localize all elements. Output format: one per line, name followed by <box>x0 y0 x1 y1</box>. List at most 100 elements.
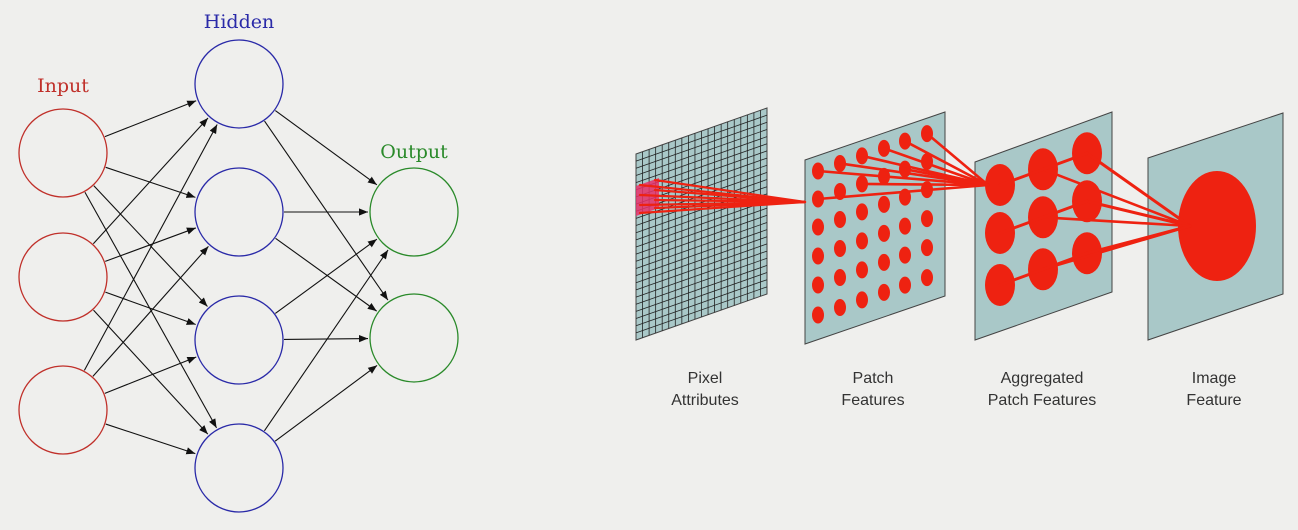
feature-connection-line <box>998 251 1089 287</box>
feature-connection-line <box>653 178 807 204</box>
patch-feature-dot <box>834 298 846 316</box>
network-edge-arrow <box>263 249 389 432</box>
stage-label-image-line2: Feature <box>1186 392 1241 409</box>
network-edge-arrow <box>93 309 209 435</box>
feature-connection-line <box>1041 224 1192 271</box>
network-nodes <box>18 39 459 513</box>
feature-connection-line <box>860 182 990 187</box>
pixel-grid-lines <box>635 110 768 338</box>
grid-line <box>635 257 768 305</box>
patch-feature-dot <box>834 268 846 286</box>
feature-connection-line <box>998 199 1089 235</box>
input-node <box>18 365 108 455</box>
output-node <box>369 167 459 257</box>
patch-feature-dot <box>899 217 911 235</box>
grid-line <box>635 136 768 183</box>
hidden-node <box>194 39 284 129</box>
network-edge-arrow <box>275 237 377 312</box>
grid-line <box>635 129 768 176</box>
grid-line <box>635 250 768 298</box>
grid-line <box>635 179 768 226</box>
patch-feature-dot <box>878 253 890 271</box>
network-edge-arrow <box>274 364 378 442</box>
patch-feature-dot <box>812 218 824 236</box>
grid-line <box>635 121 768 169</box>
feature-connection-line <box>1041 216 1192 228</box>
network-edge-arrow <box>274 238 378 314</box>
network-edge-arrow <box>105 423 196 455</box>
feature-hierarchy-diagram: Pixel Attributes Patch Features Aggregat… <box>635 107 1284 409</box>
network-edge-arrow <box>84 192 218 429</box>
hidden-node <box>194 167 284 257</box>
stage-label-aggregated-line2: Patch Features <box>988 392 1097 409</box>
highlighted-pixel-patch <box>636 178 659 216</box>
input-node <box>18 232 108 322</box>
network-edge-arrow <box>264 120 389 301</box>
feature-connection-line <box>1041 168 1192 228</box>
patch-feature-dot <box>878 195 890 213</box>
network-edge-arrow <box>274 110 378 186</box>
network-edge-arrow <box>92 246 209 377</box>
input-layer-label: Input <box>37 75 89 97</box>
feature-connection-line <box>998 151 1089 187</box>
hidden-node <box>194 295 284 385</box>
grid-line <box>635 207 768 255</box>
patch-feature-dot <box>899 276 911 294</box>
grid-line <box>635 243 768 291</box>
patch-feature-dot <box>878 224 890 242</box>
patch-feature-dot <box>921 269 933 287</box>
feature-connection-line <box>1085 199 1192 228</box>
feature-connection-line <box>925 132 990 187</box>
grid-line <box>635 236 768 284</box>
patch-feature-dot <box>921 210 933 228</box>
feature-connection-line <box>882 147 990 187</box>
network-edge-arrow <box>92 117 209 245</box>
grid-line <box>635 214 768 262</box>
hidden-node <box>194 423 284 513</box>
neural-network-diagram: Input Hidden Output <box>18 11 459 513</box>
grid-line <box>635 265 768 312</box>
grid-line <box>635 200 768 248</box>
patch-feature-dot <box>878 283 890 301</box>
patch-feature-dot <box>834 239 846 257</box>
feature-connection-line <box>653 188 807 204</box>
patch-feature-dot <box>856 232 868 250</box>
grid-line <box>635 279 768 327</box>
feature-connection-line <box>816 169 990 187</box>
grid-line <box>635 229 768 276</box>
network-edge-arrow <box>105 227 197 262</box>
feature-connection-line <box>1085 151 1192 228</box>
stage-label-patch-line1: Patch <box>853 370 894 387</box>
feature-connections <box>638 132 1192 287</box>
patch-feature-dot <box>812 276 824 294</box>
patch-feature-dot <box>856 291 868 309</box>
network-edge-arrow <box>93 185 208 307</box>
network-edge-arrow <box>104 100 197 138</box>
patch-feature-dot <box>899 246 911 264</box>
grid-line <box>635 222 768 269</box>
feature-connection-line <box>653 198 807 204</box>
output-layer-label: Output <box>380 141 448 163</box>
grid-line <box>635 114 768 162</box>
output-node <box>369 293 459 383</box>
patch-feature-dot <box>812 306 824 324</box>
network-edges <box>83 100 389 455</box>
feature-connection-line <box>903 167 990 187</box>
patch-feature-dot <box>812 247 824 265</box>
image-feature-blob <box>1178 171 1256 281</box>
patch-feature-dot <box>856 261 868 279</box>
patch-feature-dot <box>856 203 868 221</box>
patch-feature-dot <box>834 210 846 228</box>
patch-feature-dot <box>921 239 933 257</box>
grid-line <box>635 272 768 319</box>
patch-features-panel <box>804 111 946 345</box>
input-node <box>18 108 108 198</box>
feature-connection-line <box>816 183 990 201</box>
stage-label-pixel-line2: Attributes <box>671 392 739 409</box>
stage-label-aggregated-line1: Aggregated <box>1001 370 1084 387</box>
stage-label-image-line1: Image <box>1192 370 1237 387</box>
stage-label-pixel-line1: Pixel <box>688 370 723 387</box>
grid-line <box>635 286 768 334</box>
network-edge-arrow <box>105 166 196 198</box>
